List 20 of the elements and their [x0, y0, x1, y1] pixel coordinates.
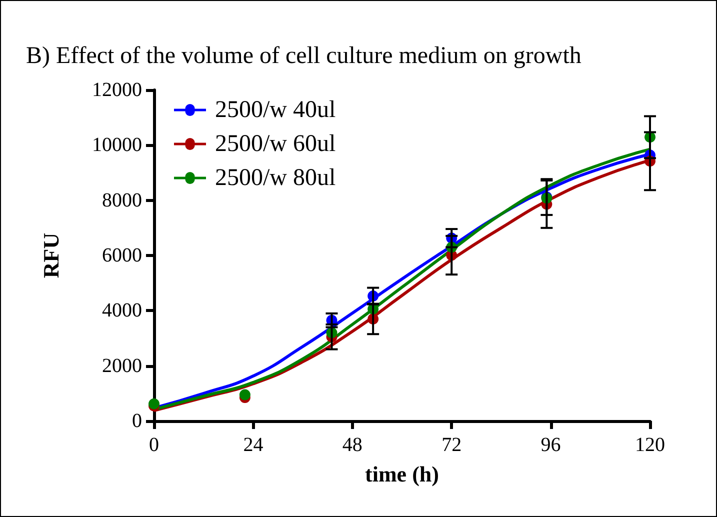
y-tick-label: 2000: [102, 354, 142, 377]
x-tick-label: 0: [149, 434, 159, 456]
x-axis-title: time (h): [365, 462, 439, 486]
y-tick-label: 4000: [102, 300, 142, 322]
legend-label: 2500/w 60ul: [215, 131, 336, 157]
x-tick-label: 96: [540, 434, 561, 456]
chart-title: B) Effect of the volume of cell culture medium on growth: [26, 43, 582, 69]
y-tick-label: 6000: [102, 244, 142, 266]
legend-label: 2500/w 80ul: [215, 165, 336, 191]
x-tick-label: 24: [243, 434, 264, 456]
y-tick-label: 12000: [92, 79, 142, 101]
y-tick-label: 0: [132, 410, 142, 432]
point: [239, 389, 250, 400]
x-tick-label: 72: [442, 434, 462, 456]
x-tick-label: 120: [635, 434, 665, 456]
y-tick-label: 10000: [92, 134, 142, 156]
y-axis-title: RFU: [38, 232, 64, 278]
legend-label: 2500/w 40ul: [215, 97, 336, 123]
y-tick-label: 8000: [102, 189, 142, 212]
x-tick-label: 48: [342, 434, 362, 456]
